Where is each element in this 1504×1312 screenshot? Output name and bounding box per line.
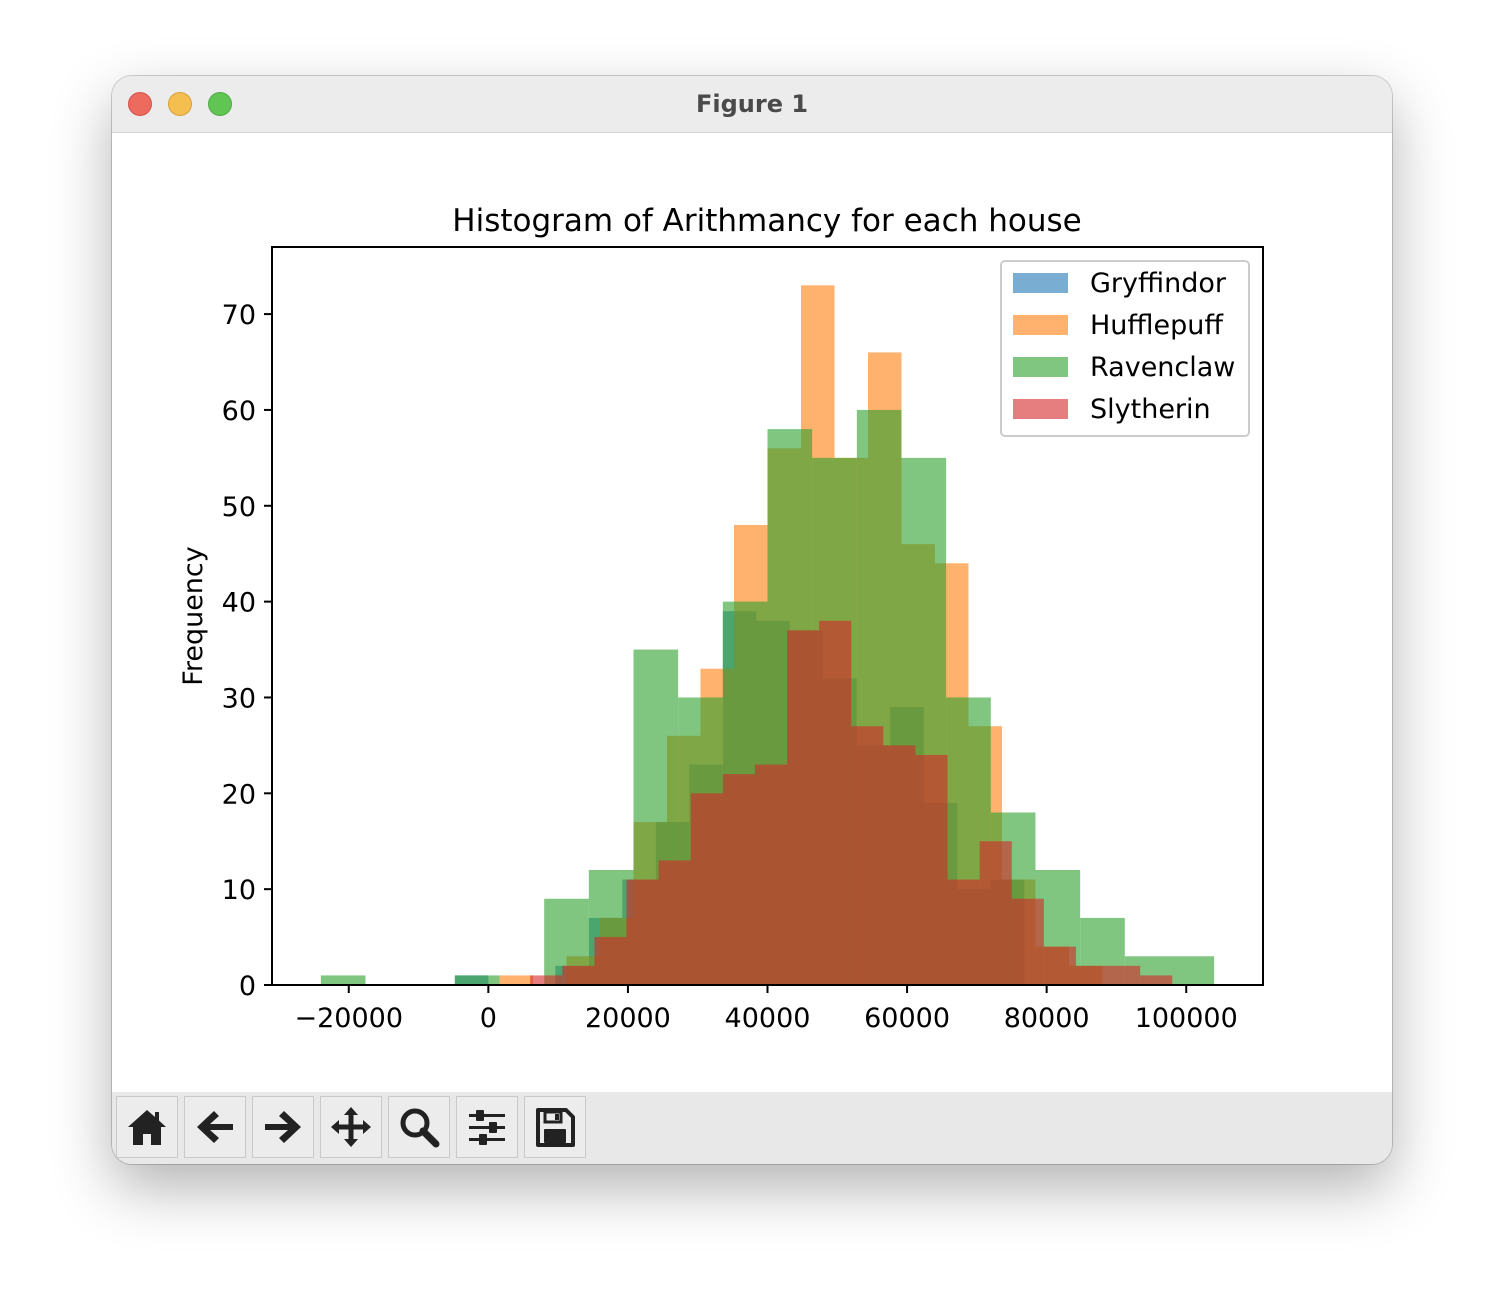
close-window-button[interactable]	[128, 92, 152, 116]
bar-ravenclaw-3	[454, 975, 500, 985]
figure-canvas[interactable]: −20000 0 20000 40000 60000 80000 100000 0 10 20 30…	[112, 133, 1392, 1091]
home-icon	[128, 1110, 166, 1145]
bar-slytherin-0	[530, 975, 563, 985]
bar-slytherin-1	[562, 965, 595, 985]
pan-button[interactable]	[320, 1096, 382, 1158]
bar-slytherin-17	[1075, 965, 1109, 985]
configure-subplots-button[interactable]	[456, 1096, 518, 1158]
window-title: Figure 1	[695, 90, 809, 118]
bar-hufflepuff-0	[499, 975, 534, 985]
bar-slytherin-3	[626, 879, 659, 985]
legend-swatch-gryffindor	[1013, 273, 1068, 293]
y-tick-label: 40	[222, 588, 256, 619]
save-icon	[536, 1108, 575, 1147]
bar-slytherin-5	[690, 793, 723, 985]
bar-ravenclaw-19	[1169, 956, 1215, 985]
bar-slytherin-16	[1043, 946, 1076, 985]
arrow-left-icon	[197, 1111, 233, 1143]
y-tick-label: 10	[222, 875, 256, 906]
x-tick-label: 0	[480, 1003, 497, 1034]
y-tick-label: 0	[239, 971, 256, 1002]
legend-swatch-hufflepuff	[1013, 315, 1068, 335]
x-tick-label: 60000	[864, 1003, 950, 1034]
legend-swatch-slytherin	[1013, 399, 1068, 419]
chart-title: Histogram of Arithmancy for each house	[452, 203, 1081, 239]
bar-slytherin-15	[1011, 898, 1044, 985]
x-tick-label: 100000	[1135, 1003, 1238, 1034]
bar-slytherin-6	[722, 774, 755, 985]
bar-slytherin-2	[594, 937, 627, 985]
y-tick-label: 70	[222, 300, 256, 331]
y-tick-label: 60	[222, 396, 256, 427]
bar-slytherin-13	[947, 879, 980, 985]
move-icon	[331, 1107, 371, 1147]
legend-label-hufflepuff: Hufflepuff	[1090, 310, 1224, 341]
legend: Gryffindor Hufflepuff Ravenclaw Slytherin	[1000, 260, 1250, 437]
save-button[interactable]	[524, 1096, 586, 1158]
title-bar: Figure 1	[112, 76, 1392, 133]
bar-slytherin-19	[1140, 975, 1173, 985]
bar-slytherin-18	[1108, 965, 1141, 985]
legend-frame	[1000, 260, 1250, 437]
y-tick-label: 50	[222, 492, 256, 523]
bar-slytherin-4	[658, 860, 691, 985]
y-tick-label: 30	[222, 683, 256, 714]
legend-swatch-ravenclaw	[1013, 357, 1068, 377]
legend-label-slytherin: Slytherin	[1090, 394, 1211, 425]
back-button[interactable]	[184, 1096, 246, 1158]
bar-ravenclaw-0	[320, 975, 366, 985]
bar-slytherin-7	[754, 764, 788, 985]
y-axis-label: Frequency	[178, 546, 209, 686]
forward-button[interactable]	[252, 1096, 314, 1158]
bar-slytherin-9	[819, 620, 852, 985]
minimize-window-button[interactable]	[168, 92, 192, 116]
bar-slytherin-12	[915, 754, 948, 985]
ticks-layer: −20000 0 20000 40000 60000 80000 100000 0 10 20 30…	[222, 300, 1238, 1034]
search-icon	[400, 1108, 440, 1148]
navigation-toolbar	[112, 1092, 1392, 1164]
legend-label-ravenclaw: Ravenclaw	[1090, 352, 1235, 383]
bars-layer	[320, 285, 1215, 986]
arrow-right-icon	[265, 1111, 301, 1143]
histogram-chart: −20000 0 20000 40000 60000 80000 100000 0 10 20 30…	[178, 203, 1264, 1034]
x-tick-label: −20000	[295, 1003, 404, 1034]
zoom-window-button[interactable]	[208, 92, 232, 116]
x-tick-label: 20000	[585, 1003, 671, 1034]
bar-slytherin-8	[787, 630, 820, 985]
bar-slytherin-10	[851, 726, 884, 985]
sliders-icon	[469, 1110, 505, 1145]
zoom-button[interactable]	[388, 1096, 450, 1158]
x-tick-label: 40000	[725, 1003, 811, 1034]
bar-slytherin-14	[979, 841, 1012, 985]
figure-window: Figure 1 −20000 0 20000 40000 60000 80000 1000…	[112, 76, 1392, 1164]
y-tick-label: 20	[222, 779, 256, 810]
home-button[interactable]	[116, 1096, 178, 1158]
legend-label-gryffindor: Gryffindor	[1090, 268, 1227, 299]
bar-slytherin-11	[883, 745, 916, 985]
x-tick-label: 80000	[1004, 1003, 1090, 1034]
